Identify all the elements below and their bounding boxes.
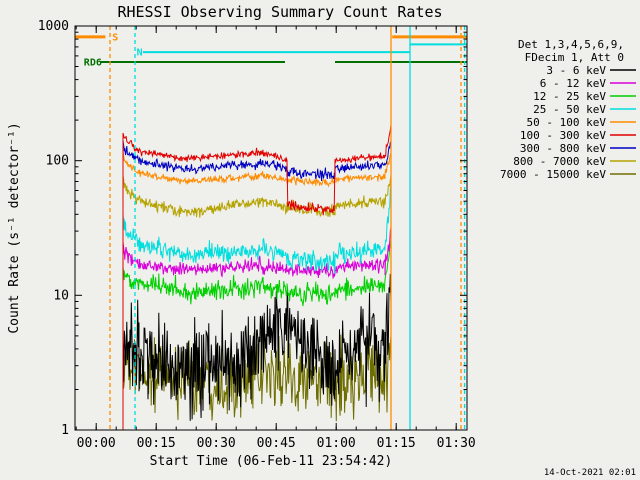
series-6-12keV: [122, 227, 392, 430]
legend-entry-label: 100 - 300 keV: [520, 129, 606, 142]
flag-label-S: S: [112, 32, 118, 43]
plot-area: S N RD6 00:00 00:15 00:30 00:45 01:00 01:15 01:30…: [38, 19, 476, 451]
series-100-300keV: [122, 124, 392, 430]
x-tick-label: 00:30: [197, 436, 236, 451]
timestamp: 14-Oct-2021 02:01: [544, 468, 636, 478]
y-tick-label: 1: [61, 423, 69, 438]
x-axis-label: Start Time (06-Feb-11 23:54:42): [150, 454, 393, 469]
legend-entry-label: 12 - 25 keV: [533, 90, 606, 103]
legend-entry-label: 300 - 800 keV: [520, 142, 606, 155]
x-tick-label: 01:15: [377, 436, 416, 451]
y-tick-label: 1000: [38, 19, 69, 34]
series-300-800keV: [122, 139, 392, 430]
legend-entry-label: 25 - 50 keV: [533, 103, 606, 116]
x-tick-label: 00:15: [137, 436, 176, 451]
legend-entry-label: 50 - 100 keV: [527, 116, 607, 129]
legend-header: FDecim 1, Att 0: [525, 51, 624, 64]
legend-entry-label: 6 - 12 keV: [540, 77, 607, 90]
series-12-25keV: [122, 239, 392, 430]
series-25-50keV: [122, 184, 392, 430]
series-7000-15000keV: [122, 331, 392, 430]
plot-frame: [74, 25, 468, 431]
flag-label-RD6: RD6: [84, 58, 102, 69]
x-tick-label: 01:00: [317, 436, 356, 451]
legend-header: Det 1,3,4,5,6,9,: [518, 38, 624, 51]
flag-label-N: N: [137, 48, 143, 59]
x-tick-label: 00:00: [77, 436, 116, 451]
legend-entry-label: 800 - 7000 keV: [513, 155, 606, 168]
y-axis-label: Count Rate (s⁻¹ detector⁻¹): [7, 122, 22, 333]
chart-title: RHESSI Observing Summary Count Rates: [117, 3, 442, 21]
y-tick-label: 10: [53, 288, 69, 303]
legend-entry-label: 7000 - 15000 keV: [500, 168, 606, 181]
series-3-6keV: [122, 273, 392, 430]
series-50-100keV: [122, 150, 392, 430]
y-tick-label: 100: [46, 154, 69, 169]
x-tick-label: 00:45: [257, 436, 296, 451]
legend-entry-label: 3 - 6 keV: [546, 64, 606, 77]
series-800-7000keV: [122, 174, 392, 430]
x-tick-label: 01:30: [437, 436, 476, 451]
legend: Det 1,3,4,5,6,9,FDecim 1, Att 03 - 6 keV…: [500, 38, 636, 181]
